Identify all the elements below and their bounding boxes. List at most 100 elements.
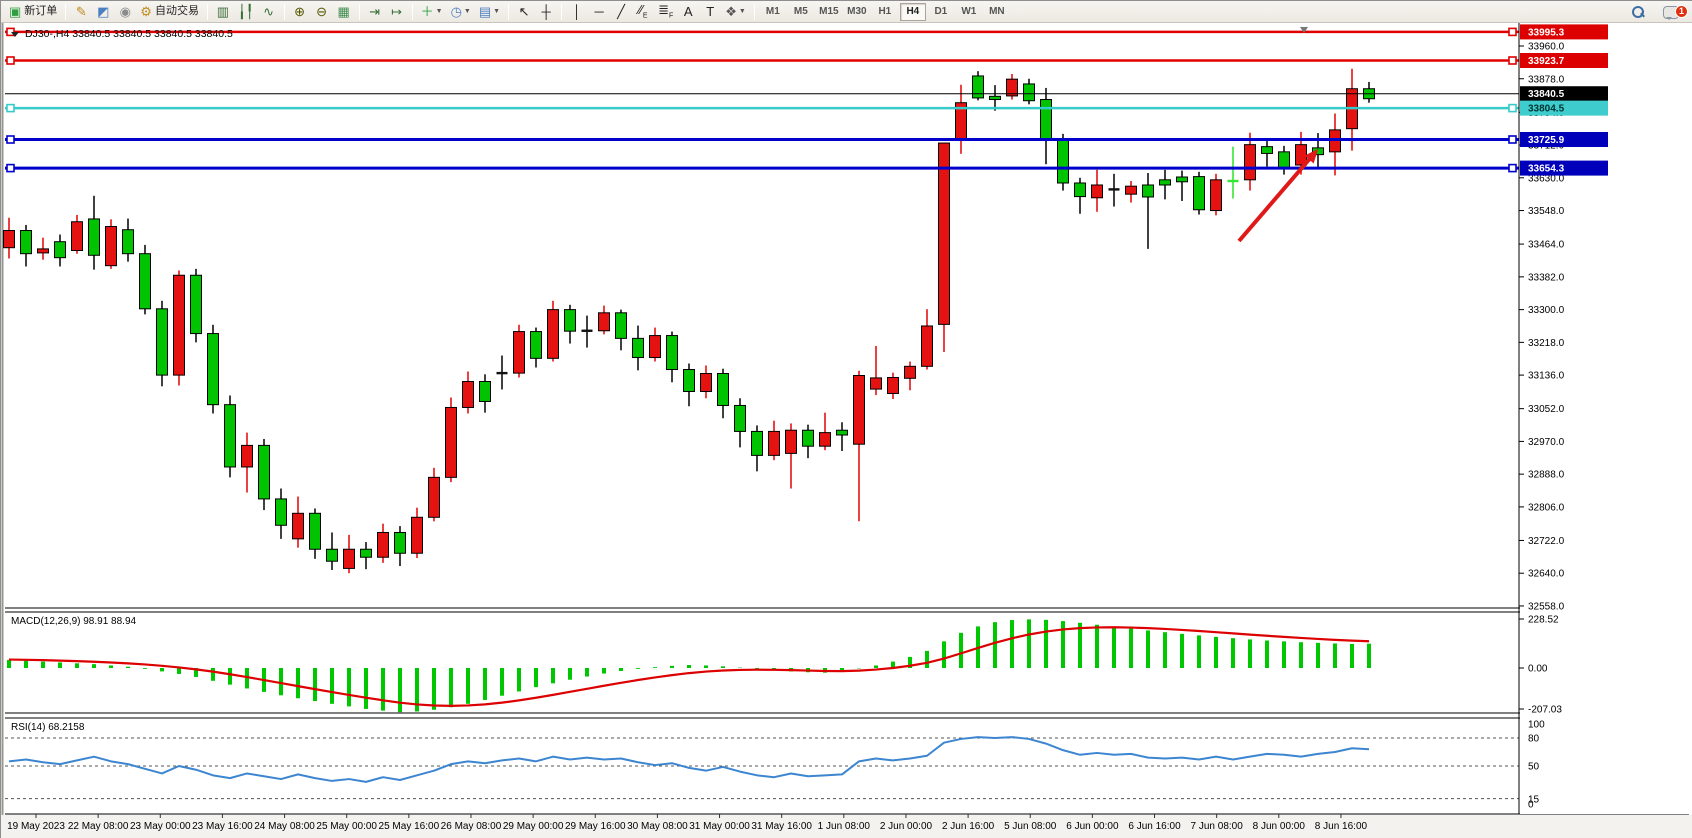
candle-body[interactable] [564,309,576,332]
candle-body[interactable] [105,226,117,267]
candle-body[interactable] [921,325,933,367]
text-button[interactable]: A [677,2,699,22]
candle-body[interactable] [377,531,389,558]
autotrading-button[interactable]: ⚙ 自动交易 [136,2,203,22]
candle-body[interactable] [530,331,542,359]
candle-body[interactable] [309,512,321,550]
candle-body[interactable] [1040,99,1052,140]
candle-body[interactable] [156,308,168,376]
indicators-button[interactable]: ＋ ▼ [417,2,447,22]
line-handle[interactable] [6,27,15,37]
candle-body[interactable] [870,377,882,390]
line-handle[interactable] [6,56,15,65]
trendline-button[interactable]: ╱ [610,2,632,22]
candle-body[interactable] [768,430,780,456]
signals-button[interactable]: ◉ [114,2,136,22]
candle-body[interactable] [1244,144,1256,181]
candle-body[interactable] [632,337,644,359]
timeframe-w1[interactable]: W1 [961,6,977,17]
candle-body[interactable] [173,274,185,376]
candle-body[interactable] [717,373,729,406]
line-handle[interactable] [1508,27,1517,37]
candle-body[interactable] [292,512,304,540]
candle-body[interactable] [666,335,678,371]
candle-body[interactable] [445,406,457,478]
candle-body[interactable] [394,531,406,554]
candle-body[interactable] [904,365,916,379]
candle-body[interactable] [479,380,491,402]
tile-windows-button[interactable]: ▦ [333,2,355,22]
candle-chart-button[interactable]: ╽╿ [234,2,258,22]
candle-body[interactable] [751,430,763,456]
symbol-dropdown-icon[interactable] [11,32,19,37]
zoom-out-button[interactable]: ⊖ [311,2,333,22]
label-button[interactable]: T [699,2,721,22]
candle-body[interactable] [190,274,202,335]
timeframe-m5[interactable]: M5 [793,6,808,17]
candle-body[interactable] [139,253,151,310]
candle-body[interactable] [411,516,423,554]
line-handle[interactable] [6,103,15,113]
line-handle[interactable] [6,135,15,144]
candle-body[interactable] [1159,179,1171,186]
line-chart-button[interactable]: ∿ [258,2,280,22]
notifications-button[interactable]: 1 [1659,2,1688,22]
line-handle[interactable] [1508,103,1517,113]
candle-body[interactable] [683,369,695,392]
arrows-button[interactable]: ❖ ▼ [721,2,750,22]
chart-shift-button[interactable]: ↦ [386,2,408,22]
candle-body[interactable] [1125,185,1137,195]
candle-body[interactable] [258,444,270,500]
candle-body[interactable] [972,75,984,99]
timeframe-m15[interactable]: M15 [819,6,839,17]
candle-body[interactable] [1142,184,1154,198]
vline-button[interactable]: │ [566,2,588,22]
candle-body[interactable] [1023,83,1035,102]
candle-body[interactable] [1074,182,1086,198]
candle-body[interactable] [1006,78,1018,97]
candle-body[interactable] [887,377,899,394]
channel-button[interactable]: ∕∕E [632,2,654,22]
candle-body[interactable] [1312,147,1324,156]
timeframe-mn[interactable]: MN [989,6,1005,17]
timeframe-d1[interactable]: D1 [934,6,948,17]
candle-body[interactable] [819,432,831,447]
candle-body[interactable] [785,429,797,454]
search-button[interactable] [1627,2,1649,22]
candle-body[interactable] [700,373,712,392]
candle-body[interactable] [275,498,287,526]
candle-body[interactable] [428,476,440,518]
candle-body[interactable] [326,548,338,562]
candle-body[interactable] [1091,184,1103,199]
candle-body[interactable] [734,404,746,432]
candle-body[interactable] [88,218,100,256]
crosshair-button[interactable]: ┼ [535,2,557,22]
hline-button[interactable]: ─ [588,2,610,22]
candle-body[interactable] [224,404,236,468]
candle-body[interactable] [615,312,627,339]
candle-body[interactable] [598,312,610,332]
chart-area[interactable]: MACD(12,26,9) 98.91 88.94 RSI(14) 68.2158… [1,23,1692,838]
line-handle[interactable] [1508,163,1517,173]
timeframe-m30[interactable]: M30 [847,6,867,17]
arrow-annotation[interactable] [1237,153,1315,243]
candle-body[interactable] [1261,146,1273,154]
bar-chart-button[interactable]: ▥ [212,2,234,22]
timeframe-h1[interactable]: H1 [878,6,892,17]
templates-button[interactable]: ▤ ▼ [475,2,504,22]
timeframe-m1[interactable]: M1 [765,6,780,17]
periods-button[interactable]: ◷ ▼ [447,2,475,22]
candle-body[interactable] [343,548,355,569]
candle-body[interactable] [547,309,559,359]
cursor-button[interactable]: ↖ [513,2,535,22]
timeframe-h4[interactable]: H4 [899,2,926,21]
candle-body[interactable] [122,229,134,255]
candle-body[interactable] [802,429,814,447]
candle-body[interactable] [989,95,1001,101]
candle-body[interactable] [1278,151,1290,169]
candle-body[interactable] [20,230,32,255]
candle-body[interactable] [1057,138,1069,184]
line-handle[interactable] [1508,56,1517,65]
candle-body[interactable] [3,230,15,249]
chart-shift-marker[interactable] [1300,27,1308,33]
